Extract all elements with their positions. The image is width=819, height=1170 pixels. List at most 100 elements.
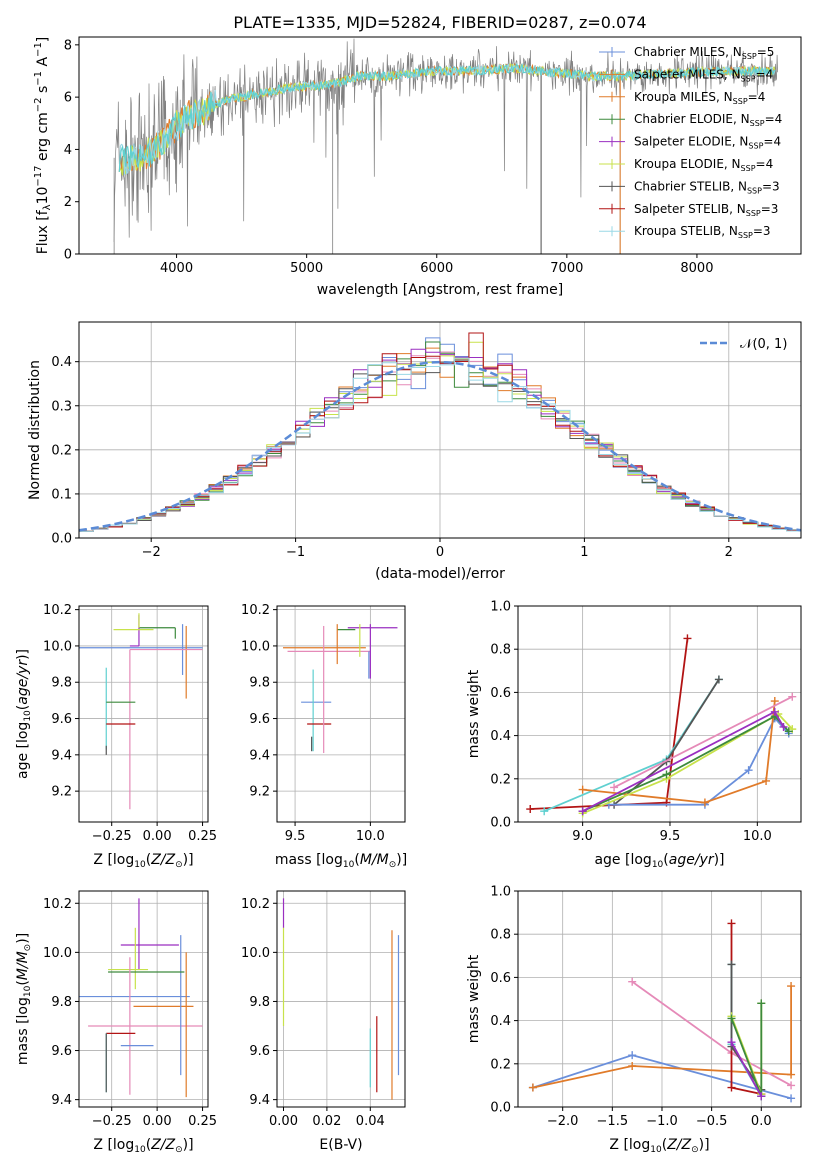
normal-curve <box>79 360 801 532</box>
y-tick-label: 10.0 <box>43 639 72 654</box>
x-tick-label: −2 <box>142 545 161 560</box>
y-tick-label: 0.4 <box>490 1014 511 1029</box>
x-tick-label: −2.0 <box>547 1114 579 1129</box>
y-tick-label: 0.2 <box>490 1057 511 1072</box>
y-tick-label: 9.4 <box>51 1093 72 1108</box>
axes-frame <box>78 605 209 823</box>
x-tick-label: 9.5 <box>285 829 306 844</box>
x-tick-label: −1.0 <box>646 1114 678 1129</box>
weight-marker <box>727 1038 736 1047</box>
panel-age_vs_Z: −0.25 0.00 0.25 9.2 9.4 9.6 9.8 10.0 10.2 Z [log1… <box>15 603 217 870</box>
legend-label: Salpeter MILES, NSSP=4 <box>634 67 773 83</box>
y-tick-label: 0.4 <box>490 729 511 744</box>
weight-marker <box>727 1014 736 1023</box>
x-tick-label: 9.0 <box>572 829 593 844</box>
axes-frame <box>276 605 406 823</box>
axes-frame <box>276 890 406 1108</box>
y-axis-label: mass weight <box>466 669 482 758</box>
weight-marker <box>784 727 793 736</box>
legend-label: Kroupa STELIB, NSSP=3 <box>634 224 771 240</box>
y-axis-label: Normed distribution <box>27 360 43 500</box>
y-tick-label: 0.8 <box>490 928 511 943</box>
y-tick-label: 0 <box>64 248 72 263</box>
weight-marker <box>770 697 779 706</box>
plot-panels: 4000 5000 6000 7000 8000 0 2 4 6 8 wavelength [Ang… <box>15 36 802 1155</box>
y-tick-label: 0.2 <box>51 443 72 458</box>
y-tick-label: 9.8 <box>51 995 72 1010</box>
legend-entry: Kroupa MILES, NSSP=4 <box>599 90 765 106</box>
y-tick-label: 0.1 <box>51 487 72 502</box>
x-axis-label: E(B-V) <box>319 1137 362 1153</box>
y-axis-label: mass weight <box>466 954 482 1043</box>
x-tick-label: −0.25 <box>92 1114 132 1129</box>
weight-marker <box>779 722 788 731</box>
y-tick-label: 10.2 <box>241 603 270 618</box>
y-tick-label: 9.2 <box>51 785 72 800</box>
x-axis-label: wavelength [Angstrom, rest frame] <box>317 282 563 298</box>
y-tick-label: 0.0 <box>51 532 72 547</box>
legend-label: Salpeter STELIB, NSSP=3 <box>634 202 778 218</box>
x-tick-label: 0.0 <box>751 1114 772 1129</box>
x-tick-label: 4000 <box>160 261 193 276</box>
panel-residuals: −2 −1 0 1 2 0.0 0.1 0.2 0.3 0.4 (data-model)/error… <box>27 321 802 582</box>
weight-marker <box>727 1083 736 1092</box>
x-tick-label: 7000 <box>550 261 583 276</box>
weight-marker <box>683 634 692 643</box>
axes-frame <box>517 890 802 1108</box>
weight-marker <box>762 776 771 785</box>
x-axis-label: mass [log10(M/M⊙)] <box>275 852 407 870</box>
figure-title: PLATE=1335, MJD=52824, FIBERID=0287, z=0… <box>233 13 646 32</box>
weight-marker <box>787 1081 796 1090</box>
y-tick-label: 8 <box>64 38 72 53</box>
y-tick-label: 10.2 <box>43 897 72 912</box>
histogram-step <box>79 359 801 532</box>
weight-marker <box>757 1092 766 1101</box>
legend-label: Chabrier STELIB, NSSP=3 <box>634 179 780 195</box>
legend-entry: Salpeter STELIB, NSSP=3 <box>599 202 778 218</box>
plot-area <box>79 322 801 538</box>
axes-frame <box>78 321 802 539</box>
errorbar-point <box>138 627 176 639</box>
x-tick-label: −0.25 <box>92 829 132 844</box>
weight-series <box>727 1038 766 1101</box>
histogram-step <box>79 357 801 532</box>
weight-marker <box>727 919 736 928</box>
weight-marker <box>787 982 796 991</box>
weight-marker <box>757 999 766 1008</box>
x-axis-label: Z [log10(Z/Z⊙)] <box>609 1137 709 1155</box>
x-tick-label: 0.00 <box>269 1114 298 1129</box>
y-tick-label: 9.8 <box>249 676 270 691</box>
weight-line <box>730 1041 763 1097</box>
weight-line <box>582 700 776 804</box>
y-tick-label: 9.8 <box>51 676 72 691</box>
weight-marker <box>662 770 671 779</box>
x-tick-label: 9.5 <box>660 829 681 844</box>
weight-marker <box>727 960 736 969</box>
weight-marker <box>628 977 637 986</box>
legend-entry: Chabrier ELODIE, NSSP=4 <box>599 112 782 128</box>
legend-entry: Chabrier STELIB, NSSP=3 <box>599 179 780 195</box>
y-axis-label: age [log10(age/yr)] <box>15 649 33 779</box>
legend-label: Kroupa MILES, NSSP=4 <box>634 90 765 106</box>
weight-series <box>528 982 796 1092</box>
weight-marker <box>714 675 723 684</box>
y-tick-label: 10.2 <box>43 603 72 618</box>
x-tick-label: −1.5 <box>597 1114 629 1129</box>
legend-entry: Chabrier MILES, NSSP=5 <box>599 45 774 61</box>
weight-series <box>578 697 779 807</box>
weight-line <box>532 986 792 1089</box>
panel-weight_vs_Z: −2.0 −1.5 −1.0 −0.5 0.0 0.0 0.2 0.4 0.6 0.8 1.0 Z [… <box>466 885 802 1155</box>
weight-marker <box>744 766 753 775</box>
weight-line <box>582 712 793 815</box>
x-tick-label: 1 <box>580 545 588 560</box>
axes-frame <box>78 36 802 255</box>
y-tick-label: 2 <box>64 195 72 210</box>
plot-area <box>277 606 405 822</box>
weight-marker <box>787 1094 796 1103</box>
panel-weight_vs_age: 9.0 9.5 10.0 0.0 0.2 0.4 0.6 0.8 1.0 age [log10(a… <box>466 600 802 870</box>
y-tick-label: 6 <box>64 91 72 106</box>
y-tick-label: 9.4 <box>249 748 270 763</box>
model-fit-line <box>118 63 776 176</box>
weight-marker <box>788 692 797 701</box>
